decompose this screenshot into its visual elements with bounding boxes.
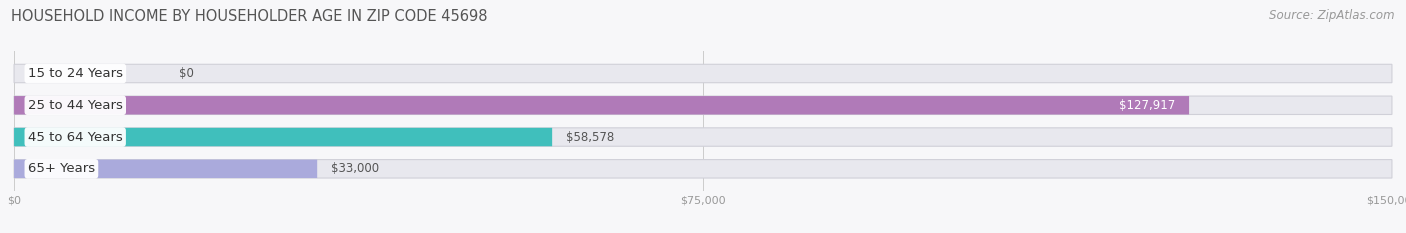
Text: $58,578: $58,578 bbox=[567, 130, 614, 144]
FancyBboxPatch shape bbox=[14, 96, 1392, 114]
FancyBboxPatch shape bbox=[14, 160, 318, 178]
Text: 65+ Years: 65+ Years bbox=[28, 162, 96, 175]
FancyBboxPatch shape bbox=[14, 128, 1392, 146]
FancyBboxPatch shape bbox=[14, 64, 1392, 83]
Text: Source: ZipAtlas.com: Source: ZipAtlas.com bbox=[1270, 9, 1395, 22]
Text: $33,000: $33,000 bbox=[330, 162, 380, 175]
Text: 45 to 64 Years: 45 to 64 Years bbox=[28, 130, 122, 144]
Text: $0: $0 bbox=[180, 67, 194, 80]
Text: $127,917: $127,917 bbox=[1119, 99, 1175, 112]
Text: HOUSEHOLD INCOME BY HOUSEHOLDER AGE IN ZIP CODE 45698: HOUSEHOLD INCOME BY HOUSEHOLDER AGE IN Z… bbox=[11, 9, 488, 24]
FancyBboxPatch shape bbox=[14, 96, 1189, 114]
FancyBboxPatch shape bbox=[14, 128, 553, 146]
Text: 25 to 44 Years: 25 to 44 Years bbox=[28, 99, 122, 112]
FancyBboxPatch shape bbox=[14, 160, 1392, 178]
Text: 15 to 24 Years: 15 to 24 Years bbox=[28, 67, 122, 80]
